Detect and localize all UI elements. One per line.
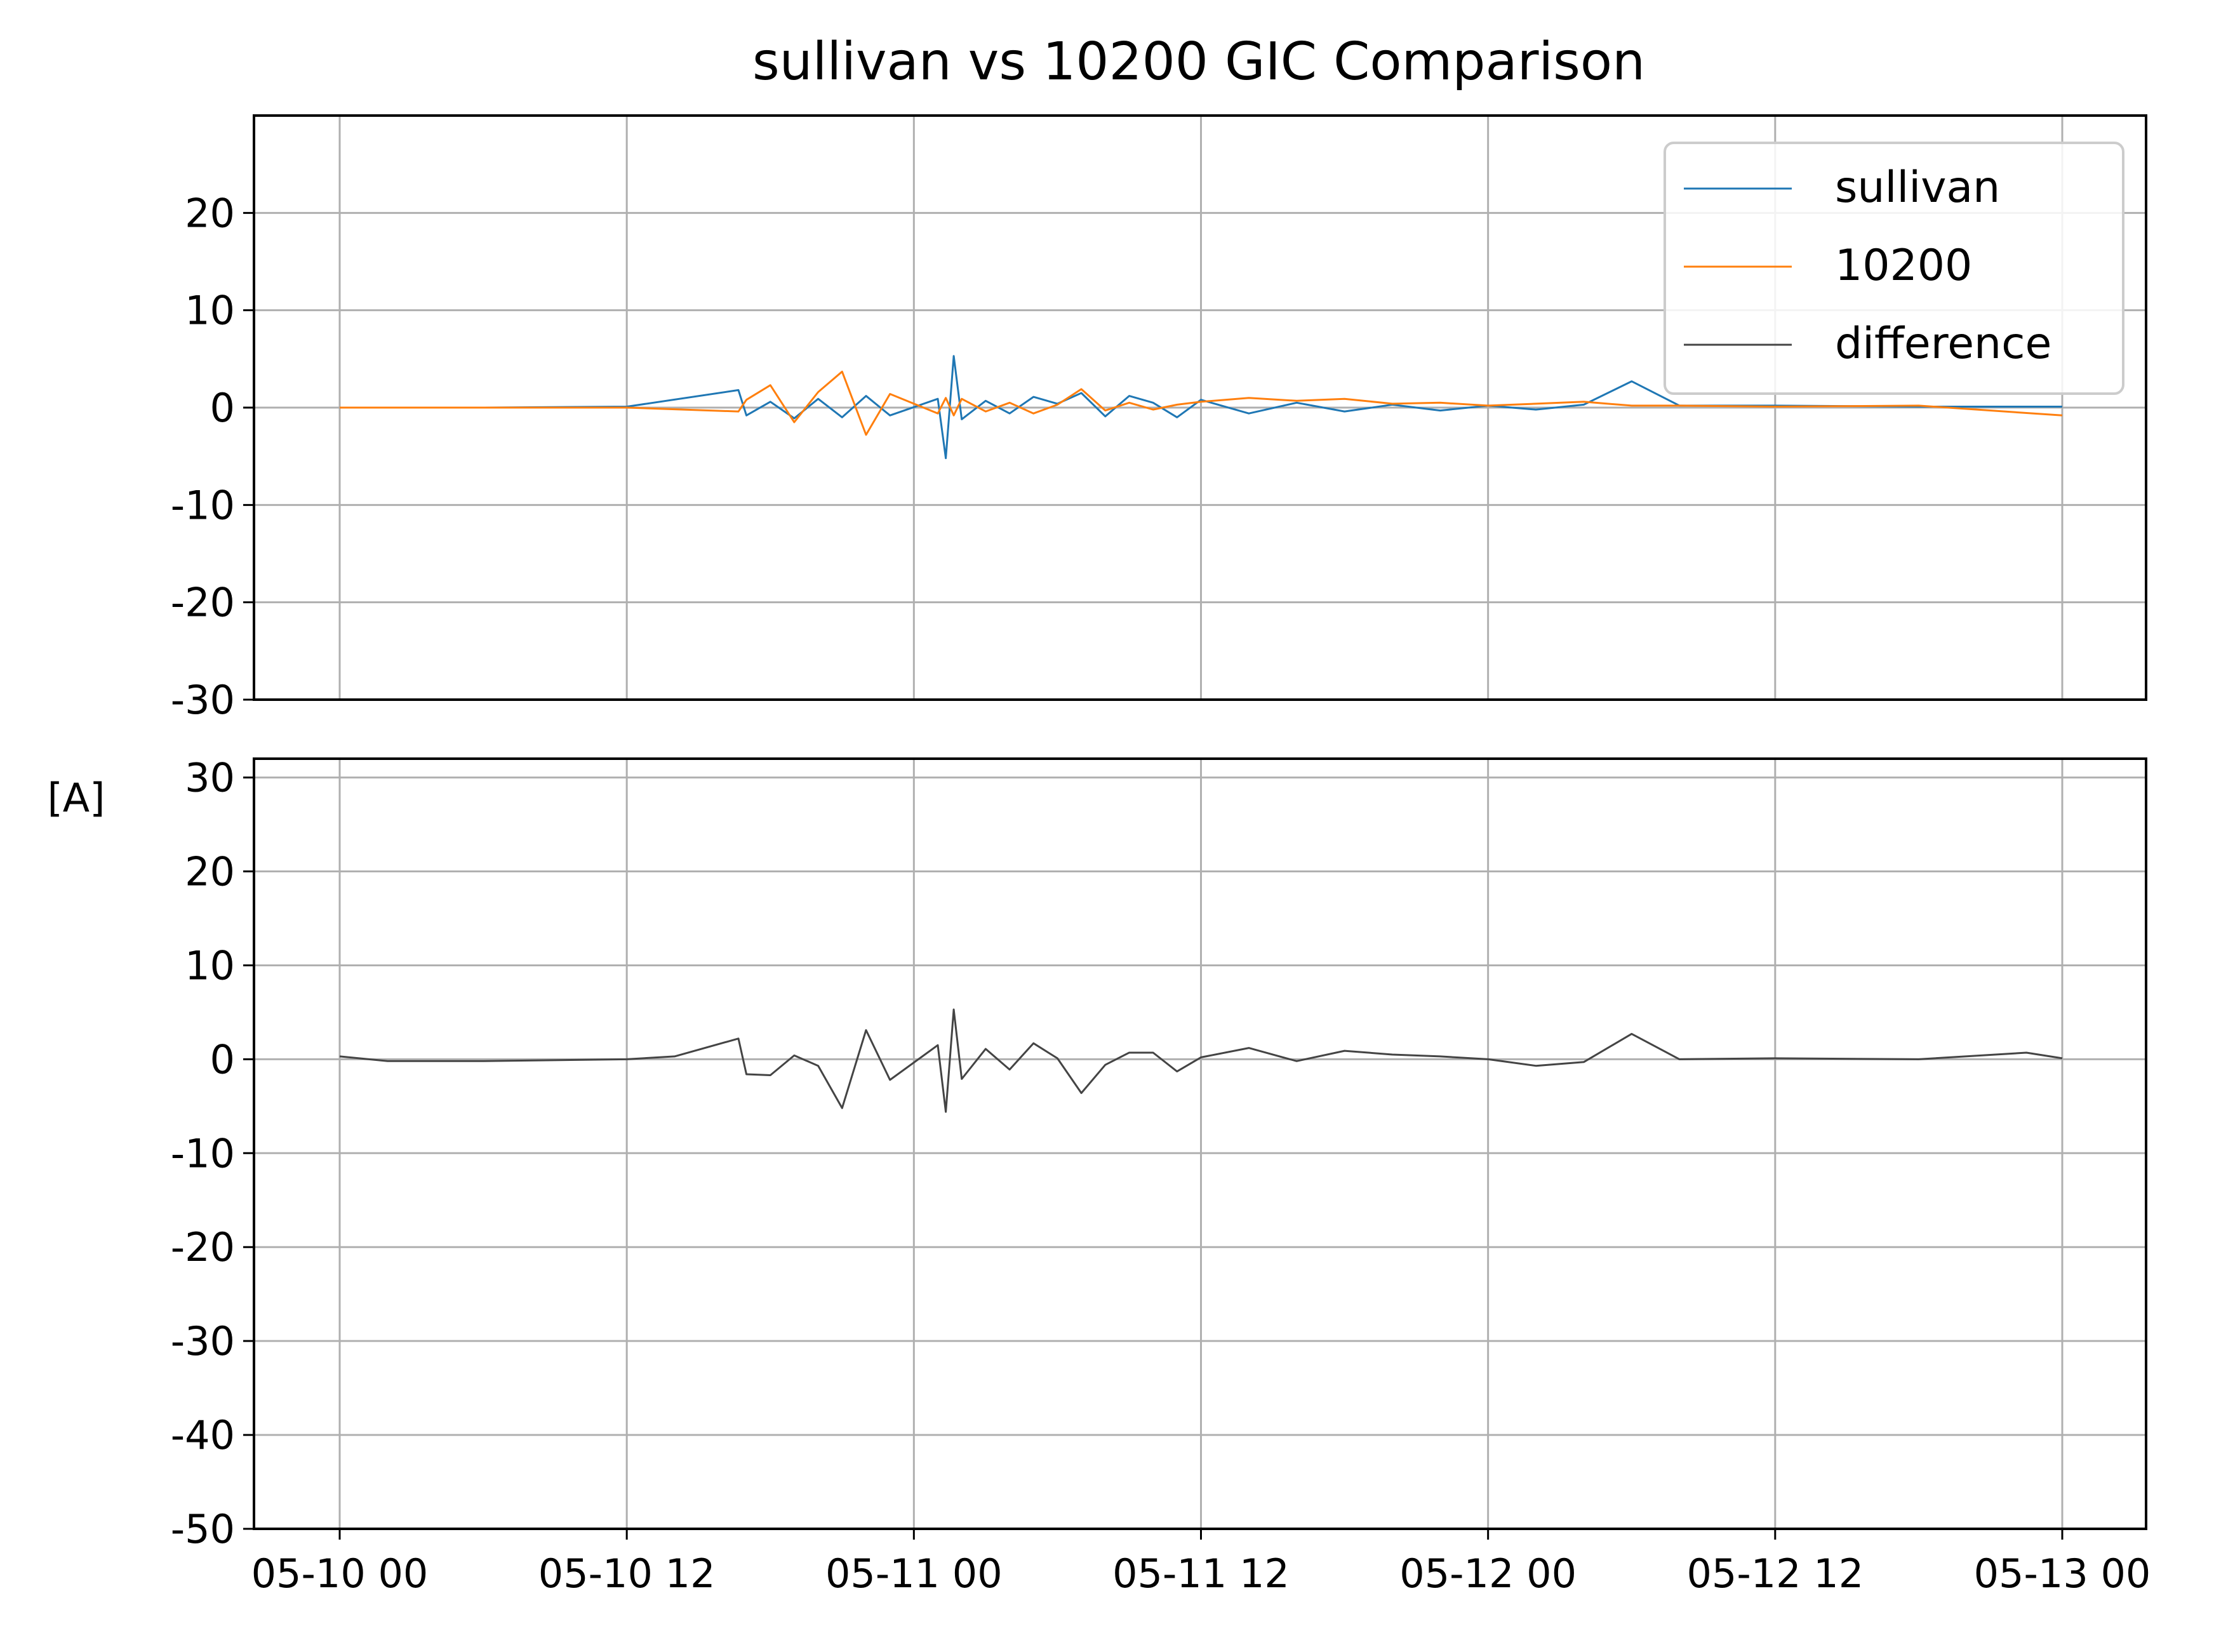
- series-line-sullivan: [340, 355, 2062, 460]
- y-tick-label: -30: [171, 677, 235, 723]
- y-tick-label: -50: [171, 1506, 235, 1552]
- series-line-difference: [339, 1008, 2063, 1113]
- y-tick-label: -30: [171, 1318, 235, 1364]
- legend-difference-label: difference: [1835, 319, 2051, 369]
- legend-sullivan-label: sullivan: [1835, 163, 2000, 213]
- y-tick-label: 20: [185, 849, 235, 895]
- chart-title: sullivan vs 10200 GIC Comparison: [752, 32, 1645, 92]
- x-tick-label: 05-12 00: [1399, 1550, 1577, 1597]
- y-tick-label: 10: [185, 288, 235, 334]
- x-tick-label: 05-12 12: [1686, 1550, 1864, 1597]
- y-tick-label: -20: [171, 1224, 235, 1270]
- top-panel: 20 10 0 -10 -20 -30: [171, 114, 2147, 723]
- legend-box: [1664, 142, 2124, 395]
- x-tick-label: 05-10 12: [538, 1550, 716, 1597]
- x-tick-label: 05-11 12: [1112, 1550, 1290, 1597]
- bottom-lines: [339, 1008, 2063, 1113]
- series-line-10200: [340, 370, 2063, 436]
- y-tick-label: 20: [185, 190, 235, 236]
- y-tick-label: -10: [171, 482, 235, 528]
- legend: sullivan 10200 difference: [1664, 142, 2124, 395]
- y-tick-label: -10: [171, 1130, 235, 1176]
- y-tick-label: 0: [210, 1036, 235, 1082]
- y-tick-label: 10: [185, 942, 235, 989]
- top-lines: [340, 355, 2063, 460]
- y-tick-label: -40: [171, 1412, 235, 1458]
- legend-10200-label: 10200: [1835, 241, 1972, 291]
- x-tick-label: 05-11 00: [825, 1550, 1003, 1597]
- y-tick-label: -20: [171, 580, 235, 626]
- y-tick-label: 0: [210, 385, 235, 431]
- bottom-x-ticks: 05-10 00 05-10 12 05-11 00 05-11 12 05-12 00…: [251, 1529, 2151, 1597]
- x-tick-label: 05-10 00: [251, 1550, 429, 1597]
- y-axis-label: [A]: [48, 775, 105, 821]
- y-tick-label: 30: [185, 755, 235, 801]
- x-tick-label: 05-13 00: [1974, 1550, 2151, 1597]
- bottom-y-ticks: 30 20 10 0 -10 -20 -30 -40 -50: [171, 755, 254, 1552]
- top-y-ticks: 20 10 0 -10 -20 -30: [171, 190, 254, 723]
